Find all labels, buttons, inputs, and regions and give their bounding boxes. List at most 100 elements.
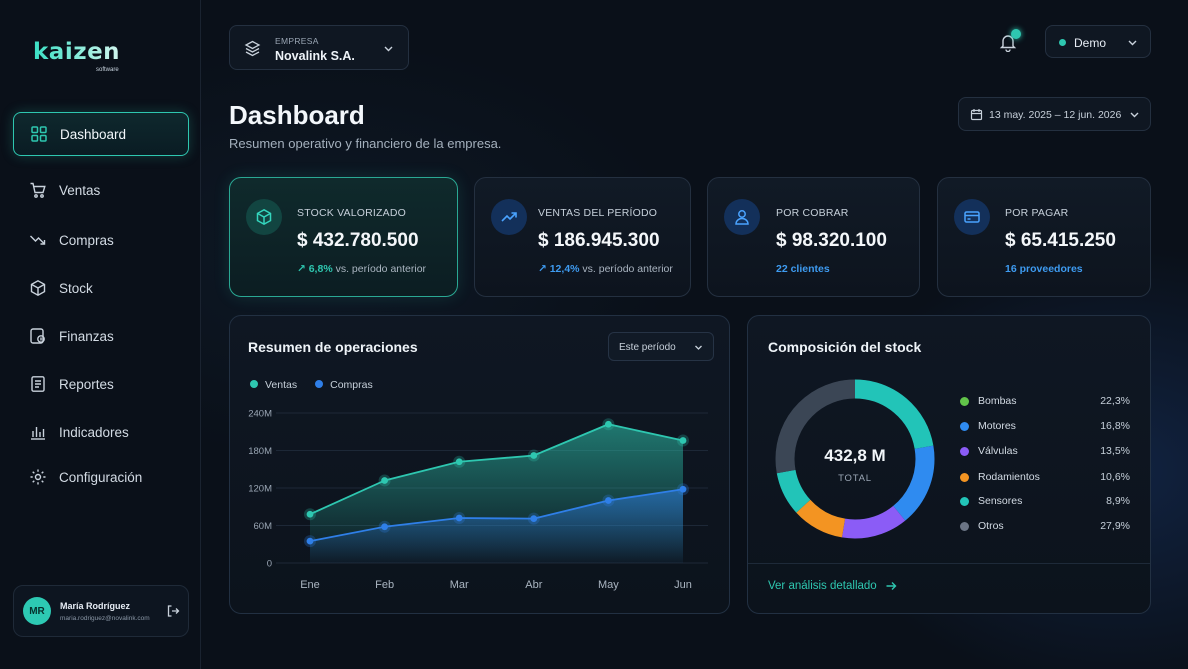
data-point[interactable]	[679, 485, 687, 493]
sidebar-item-ventas[interactable]: Ventas	[13, 168, 189, 212]
legend-item-válvulas[interactable]: Válvulas 13,5%	[960, 444, 1130, 460]
legend-label: Sensores	[978, 495, 1023, 507]
chevron-down-icon	[1128, 40, 1137, 46]
kpi-card-stock[interactable]: STOCK VALORIZADO $ 432.780.500 ↗ 6,8% vs…	[229, 177, 458, 297]
chart-legend: Ventas Compras	[250, 379, 373, 391]
sidebar-item-compras[interactable]: Compras	[13, 218, 189, 262]
data-point[interactable]	[679, 437, 687, 444]
legend-item-ventas[interactable]: Ventas	[250, 379, 297, 391]
logo-subtitle: software	[96, 67, 119, 73]
legend-value: 8,9%	[1106, 495, 1130, 507]
sidebar-item-label: Indicadores	[59, 424, 129, 440]
series-line-compras	[309, 488, 684, 543]
donut-slice-otros[interactable]	[775, 379, 935, 539]
sidebar-item-reportes[interactable]: Reportes	[13, 362, 189, 406]
data-point[interactable]	[455, 514, 463, 522]
account-name: Demo	[1074, 36, 1107, 50]
data-point[interactable]	[530, 452, 538, 459]
sidebar-item-configuracion[interactable]: Configuración	[13, 455, 189, 499]
donut-total-label: TOTAL	[838, 473, 872, 484]
chevron-down-icon	[695, 345, 702, 350]
data-point[interactable]	[306, 537, 314, 545]
date-range-picker[interactable]: 13 may. 2025 – 12 jun. 2026	[958, 97, 1151, 131]
stock-donut-chart: 432,8 M TOTAL	[775, 379, 935, 539]
legend-swatch	[960, 397, 969, 406]
sidebar-item-dashboard[interactable]: Dashboard	[13, 112, 189, 156]
account-selector[interactable]: Demo	[1045, 25, 1151, 58]
data-point[interactable]	[605, 420, 612, 428]
kpi-footer[interactable]: 16 proveedores	[1005, 263, 1083, 275]
kpi-change-value: 12,4%	[549, 263, 580, 275]
bar-chart-icon	[31, 427, 45, 440]
operations-panel: Resumen de operaciones Este período Vent…	[229, 315, 730, 614]
kpi-label: VENTAS DEL PERÍODO	[538, 207, 658, 219]
user-card[interactable]: MR María Rodríguez maria.rodriguez@noval…	[13, 585, 189, 637]
data-point[interactable]	[306, 510, 314, 518]
sidebar-item-label: Dashboard	[60, 126, 127, 142]
kpi-footer[interactable]: 22 clientes	[776, 263, 830, 275]
legend-item-motores[interactable]: Motores 16,8%	[960, 419, 1130, 435]
legend-item-compras[interactable]: Compras	[315, 379, 373, 391]
trend-up-icon: ↗	[297, 263, 309, 275]
finance-icon	[30, 328, 45, 344]
chevron-down-icon	[1130, 112, 1139, 118]
donut-slice-válvulas[interactable]	[775, 379, 935, 539]
x-tick-label: Abr	[525, 579, 542, 591]
sidebar-item-stock[interactable]: Stock	[13, 266, 189, 310]
legend-value: 16,8%	[1100, 420, 1130, 432]
period-select[interactable]: Este período	[608, 332, 714, 361]
layers-icon	[244, 40, 261, 57]
kaizen-logo[interactable]: kaizen software	[33, 40, 133, 76]
legend-swatch	[315, 380, 324, 388]
legend-label: Válvulas	[978, 445, 1018, 457]
trend-up-icon: ↗	[538, 263, 550, 275]
data-point[interactable]	[455, 458, 463, 466]
sidebar-item-finanzas[interactable]: Finanzas	[13, 314, 189, 358]
kpi-change-suffix: vs. período anterior	[335, 263, 427, 275]
x-tick-label: Jun	[674, 579, 692, 591]
legend-item-bombas[interactable]: Bombas 22,3%	[960, 394, 1130, 410]
legend-label: Motores	[978, 420, 1016, 432]
legend-swatch	[250, 380, 258, 388]
kpi-icon-wrap	[246, 199, 282, 235]
data-point[interactable]	[605, 497, 612, 504]
kpi-card-ventas[interactable]: VENTAS DEL PERÍODO $ 186.945.300 ↗ 12,4%…	[474, 177, 691, 297]
sidebar-item-label: Stock	[59, 280, 93, 296]
series-line-ventas	[309, 423, 684, 516]
trend-down-icon	[30, 235, 46, 245]
donut-total-value: 432,8 M	[824, 446, 885, 465]
kpi-value: $ 98.320.100	[776, 230, 887, 251]
detail-analysis-link[interactable]: Ver análisis detallado	[768, 580, 897, 592]
panel-title: Resumen de operaciones	[248, 339, 418, 355]
kpi-value: $ 432.780.500	[297, 230, 419, 251]
divider	[748, 563, 1150, 564]
data-point[interactable]	[530, 515, 538, 523]
sidebar-item-indicadores[interactable]: Indicadores	[13, 410, 189, 454]
kpi-label: POR COBRAR	[776, 207, 849, 219]
data-point[interactable]	[381, 477, 388, 484]
sidebar-item-label: Ventas	[59, 182, 101, 198]
data-point[interactable]	[381, 523, 388, 531]
logo-wordmark: kaizen	[33, 40, 133, 64]
legend-item-otros[interactable]: Otros 27,9%	[960, 519, 1130, 535]
gear-icon	[30, 469, 46, 485]
company-selector[interactable]: EMPRESA Novalink S.A.	[229, 25, 409, 70]
kpi-value: $ 65.415.250	[1005, 230, 1116, 251]
kpi-change: ↗ 6,8% vs. período anterior	[297, 263, 426, 275]
legend-item-rodamientos[interactable]: Rodamientos 10,6%	[960, 470, 1130, 486]
bell-icon[interactable]	[998, 32, 1018, 52]
legend-value: 10,6%	[1100, 471, 1130, 483]
legend-label: Ventas	[265, 379, 298, 391]
trend-up-icon	[501, 212, 517, 222]
logout-icon[interactable]	[166, 604, 180, 618]
donut-slice-motores[interactable]	[775, 379, 935, 539]
kpi-card-por-cobrar[interactable]: POR COBRAR $ 98.320.100 22 clientes	[707, 177, 920, 297]
kpi-icon-wrap	[954, 199, 990, 235]
kpi-card-por-pagar[interactable]: POR PAGAR $ 65.415.250 16 proveedores	[937, 177, 1151, 297]
kpi-value: $ 186.945.300	[538, 230, 660, 251]
box-icon	[256, 208, 272, 226]
kpi-change-suffix: vs. período anterior	[582, 263, 673, 275]
panel-title: Composición del stock	[768, 339, 922, 355]
legend-swatch	[960, 447, 969, 456]
legend-item-sensores[interactable]: Sensores 8,9%	[960, 494, 1130, 510]
